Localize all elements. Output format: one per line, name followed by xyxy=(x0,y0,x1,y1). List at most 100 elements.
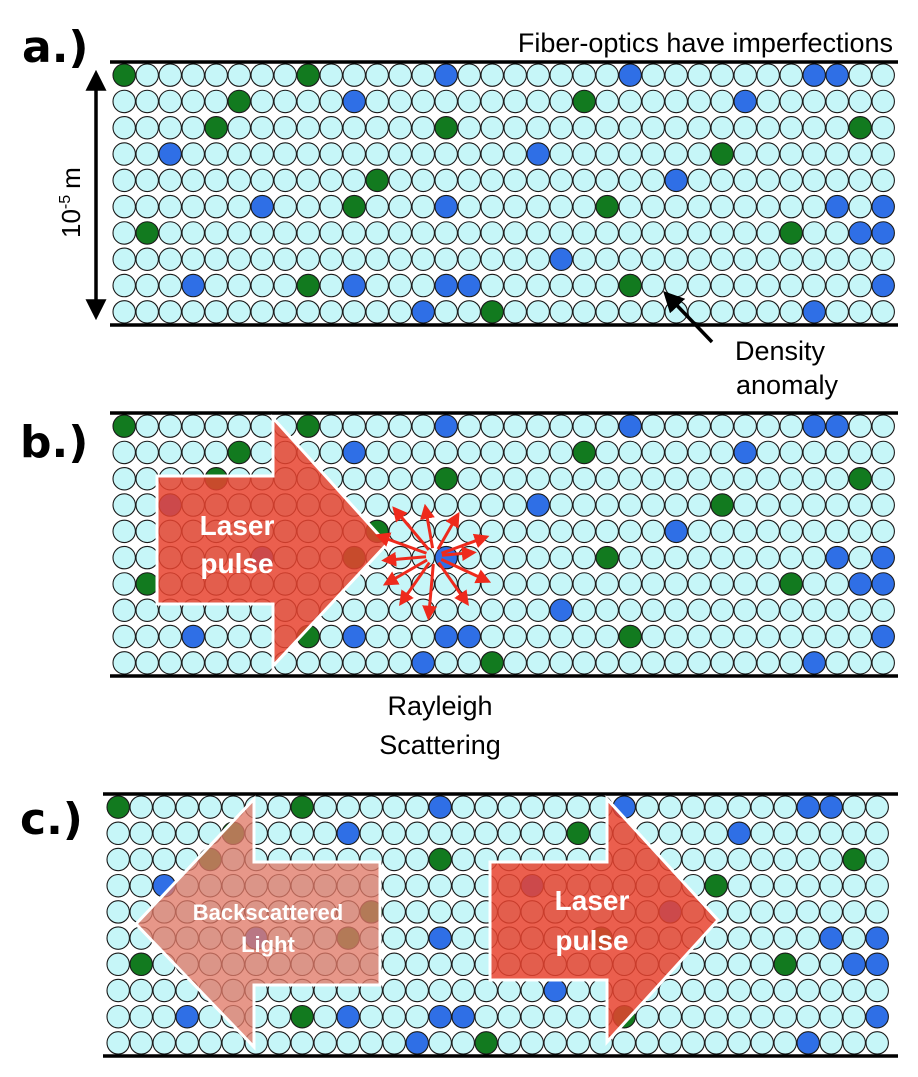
fiber-molecule xyxy=(710,572,734,596)
fiber-molecule xyxy=(848,598,872,622)
fiber-molecule xyxy=(727,978,751,1003)
fiber-molecule xyxy=(457,116,481,140)
fiber-molecule xyxy=(457,414,481,438)
fiber-molecule xyxy=(497,795,521,819)
fiber-molecule xyxy=(198,1004,222,1029)
fiber-molecule xyxy=(158,273,182,298)
fiber-molecule xyxy=(451,821,475,846)
fiber-molecule xyxy=(595,651,619,675)
fiber-molecule xyxy=(871,116,895,140)
fiber-molecule xyxy=(480,247,504,272)
fiber-molecule xyxy=(158,221,182,245)
fiber-molecule xyxy=(842,1031,866,1055)
fiber-molecule xyxy=(273,89,297,114)
fiber-molecule xyxy=(727,900,751,924)
fiber-molecule xyxy=(526,572,550,596)
fiber-molecule xyxy=(825,89,849,114)
laser-pulse-c-label-line2: pulse xyxy=(555,925,628,956)
panel-c: c.) Backscattered Light Laser pulse xyxy=(20,792,898,1058)
density-anomaly-molecule xyxy=(572,89,596,114)
fiber-molecule xyxy=(641,63,665,87)
fiber-molecule xyxy=(451,847,475,872)
fiber-molecule xyxy=(750,978,774,1003)
fiber-molecule xyxy=(296,89,320,114)
fiber-molecule xyxy=(543,1031,567,1055)
fiber-molecule xyxy=(480,572,504,596)
fiber-molecule xyxy=(595,440,619,465)
density-anomaly-molecule xyxy=(825,414,849,438)
fiber-molecule xyxy=(641,168,665,193)
fiber-molecule xyxy=(572,651,596,675)
fiber-molecule xyxy=(365,247,389,272)
fiber-molecule xyxy=(796,873,820,898)
fiber-molecule xyxy=(405,900,429,924)
fiber-molecule xyxy=(497,1031,521,1055)
fiber-molecule xyxy=(388,273,412,298)
fiber-molecule xyxy=(566,1031,590,1055)
fiber-molecule xyxy=(365,142,389,166)
density-anomaly-molecule xyxy=(434,194,458,219)
fiber-molecule xyxy=(664,440,688,465)
fiber-molecule xyxy=(388,466,412,491)
fiber-molecule xyxy=(106,873,130,898)
fiber-molecule xyxy=(250,89,274,114)
fiber-molecule xyxy=(480,221,504,245)
fiber-molecule xyxy=(319,168,343,193)
fiber-molecule xyxy=(319,116,343,140)
density-anomaly-molecule xyxy=(779,221,803,245)
density-anomaly-molecule xyxy=(825,194,849,219)
fiber-molecule xyxy=(112,89,136,114)
scatter-ray xyxy=(399,561,431,606)
fiber-molecule xyxy=(158,116,182,140)
fiber-molecule xyxy=(641,466,665,491)
fiber-molecule xyxy=(572,414,596,438)
fiber-molecule xyxy=(572,168,596,193)
density-anomaly-molecule xyxy=(227,89,251,114)
fiber-molecule xyxy=(773,926,797,950)
fiber-molecule xyxy=(756,466,780,491)
fiber-molecule xyxy=(434,300,458,324)
fiber-molecule xyxy=(227,221,251,245)
fiber-molecule xyxy=(779,300,803,324)
fiber-molecule xyxy=(681,1031,705,1055)
fiber-molecule xyxy=(457,89,481,114)
fiber-molecule xyxy=(595,572,619,596)
fiber-molecule xyxy=(664,63,688,87)
fiber-molecule xyxy=(733,247,757,272)
fiber-molecule xyxy=(250,300,274,324)
fiber-molecule xyxy=(819,978,843,1003)
scatter-ray xyxy=(436,511,460,550)
fiber-molecule xyxy=(273,247,297,272)
fiber-molecule xyxy=(664,493,688,517)
fiber-molecule xyxy=(848,194,872,219)
fiber-molecule xyxy=(411,194,435,219)
fiber-molecule xyxy=(135,142,159,166)
fiber-molecule xyxy=(503,466,527,491)
fiber-molecule xyxy=(618,89,642,114)
fiber-molecule xyxy=(641,142,665,166)
fiber-molecule xyxy=(658,795,682,819)
fiber-molecule xyxy=(526,63,550,87)
fiber-molecule xyxy=(227,116,251,140)
density-anomaly-molecule xyxy=(342,89,366,114)
fiber-molecule xyxy=(566,1004,590,1029)
fiber-molecule xyxy=(181,116,205,140)
fiber-molecule xyxy=(549,116,573,140)
fiber-molecule xyxy=(474,978,498,1003)
density-anomaly-molecule xyxy=(871,572,895,596)
fiber-molecule xyxy=(457,545,481,570)
fiber-molecule xyxy=(572,624,596,649)
fiber-molecule xyxy=(267,1004,291,1029)
density-anomaly-molecule xyxy=(474,1031,498,1055)
fiber-molecule xyxy=(520,1004,544,1029)
fiber-molecule xyxy=(549,493,573,517)
fiber-molecule xyxy=(457,440,481,465)
fiber-molecule xyxy=(250,651,274,675)
fiber-molecule xyxy=(750,926,774,950)
fiber-molecule xyxy=(135,168,159,193)
fiber-molecule xyxy=(365,89,389,114)
density-anomaly-molecule xyxy=(819,926,843,950)
fiber-molecule xyxy=(112,651,136,675)
fiber-molecule xyxy=(756,221,780,245)
fiber-molecule xyxy=(825,466,849,491)
